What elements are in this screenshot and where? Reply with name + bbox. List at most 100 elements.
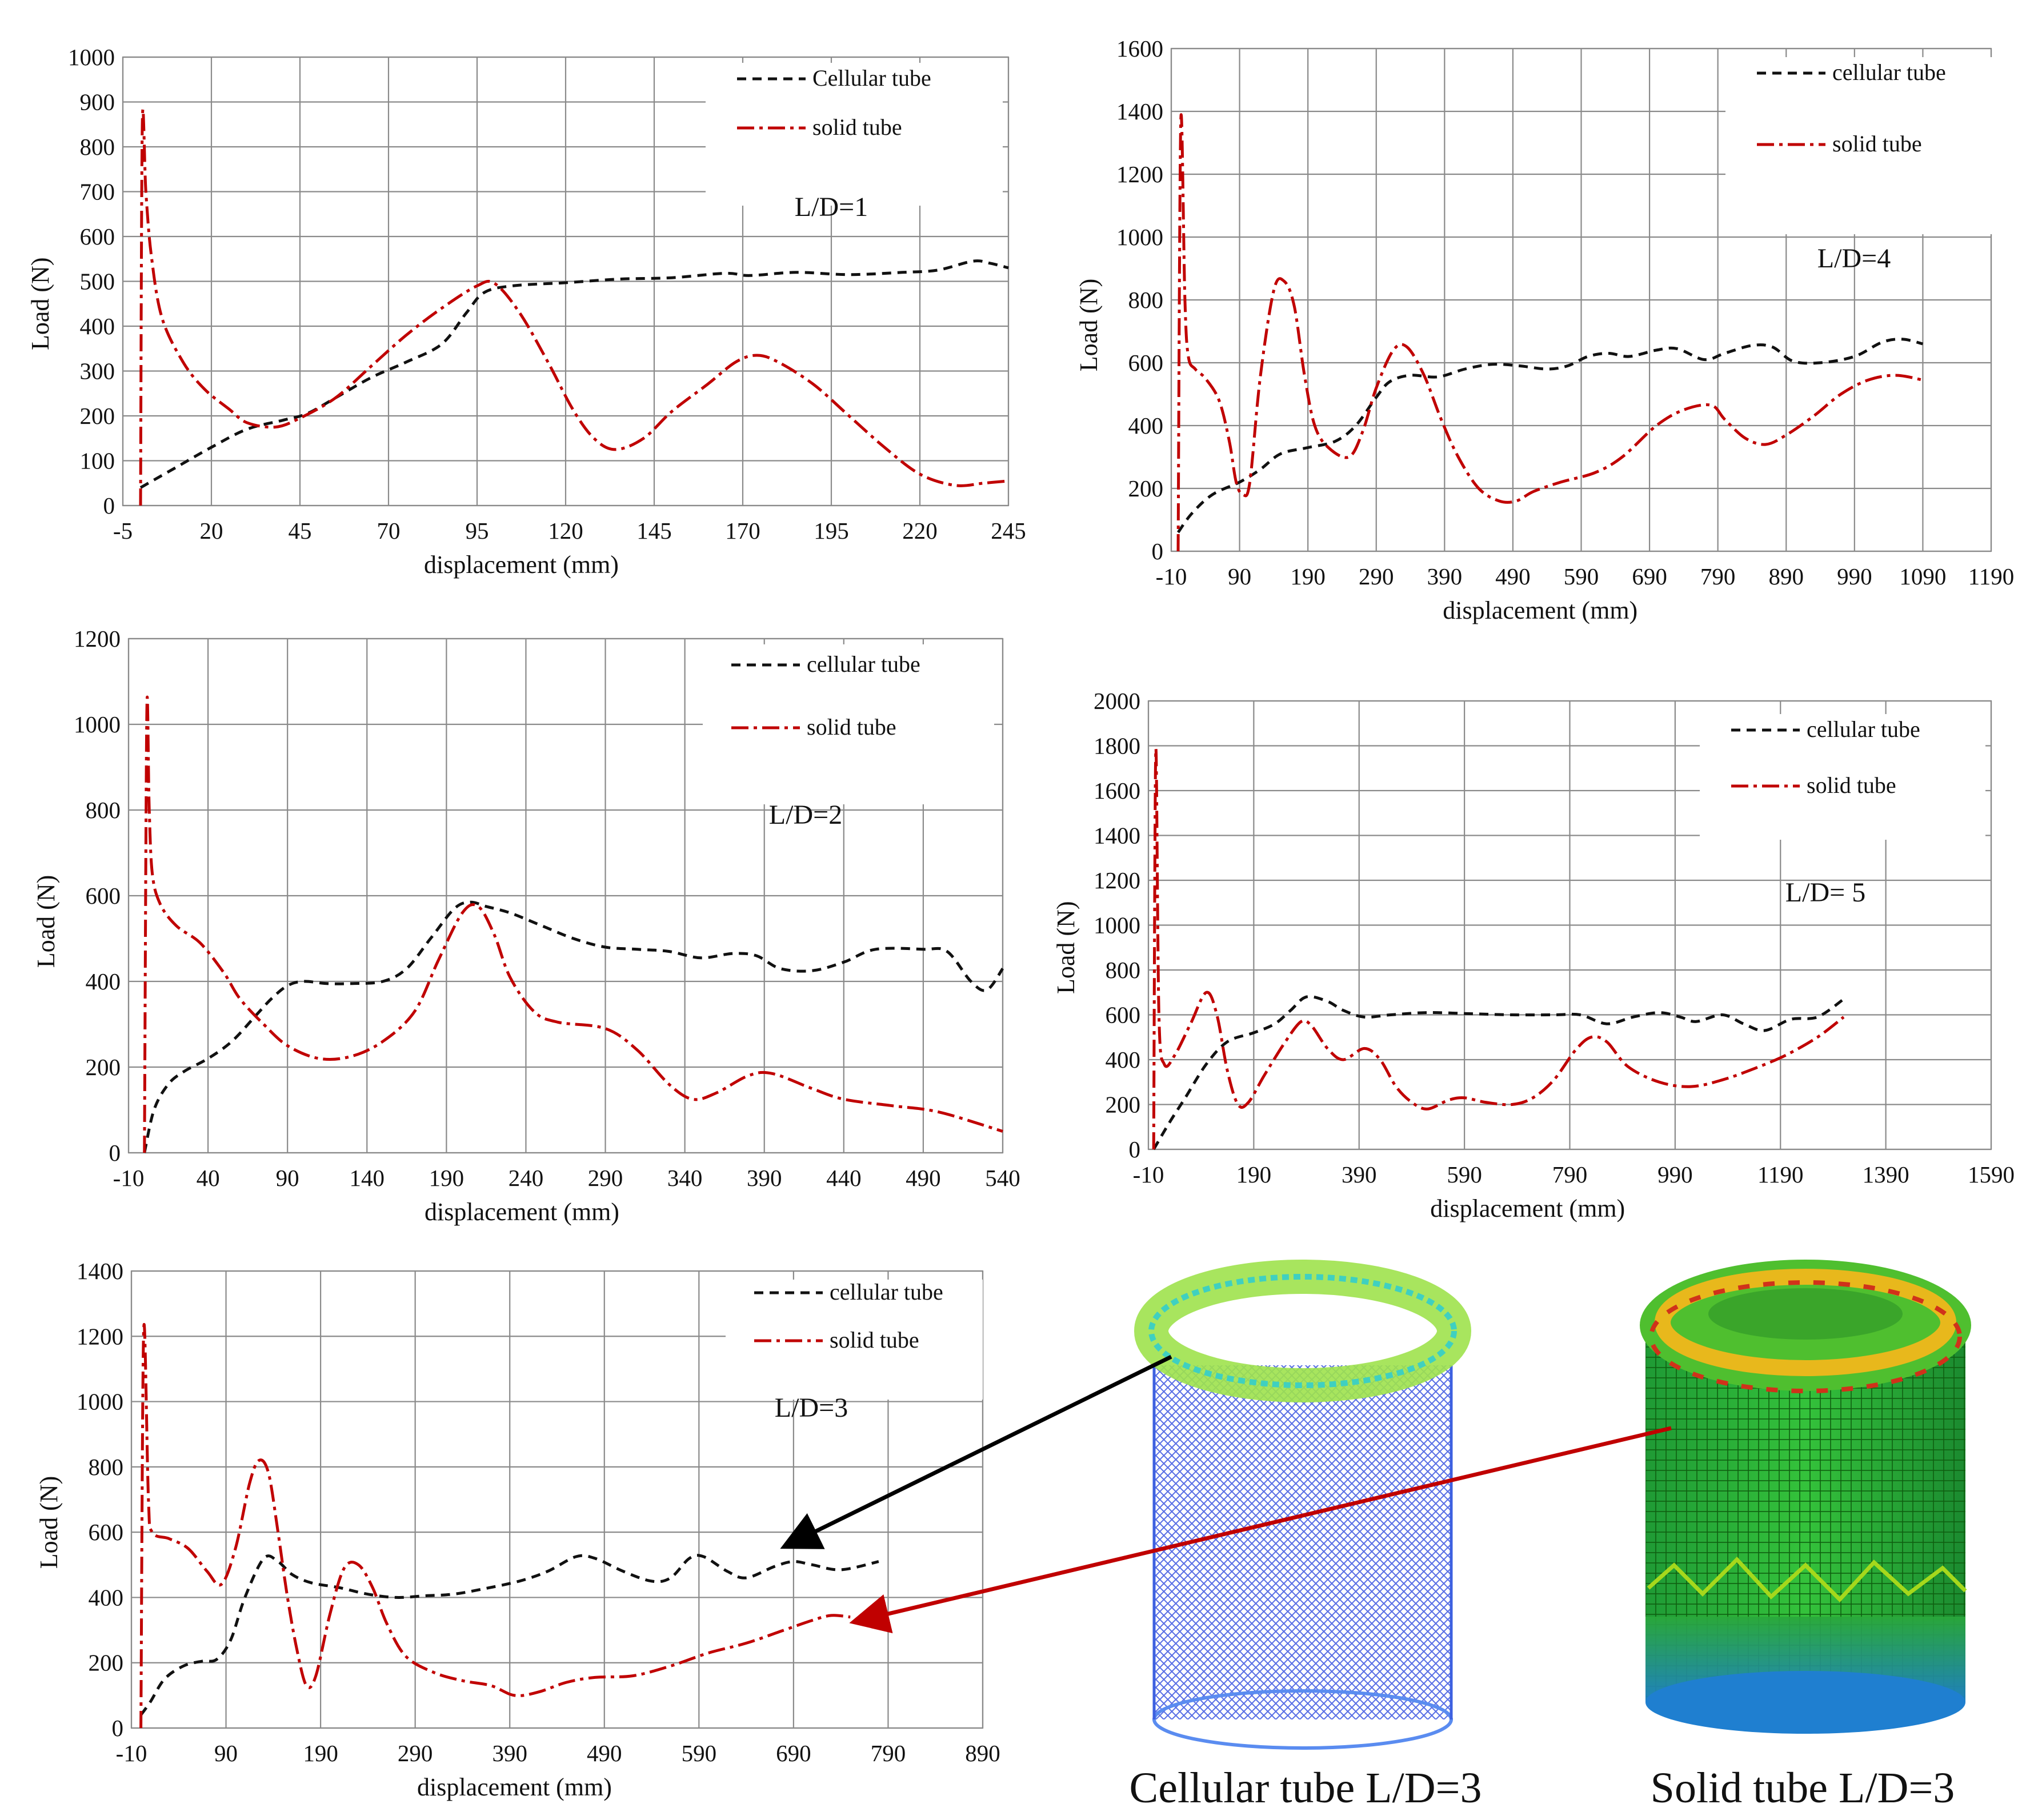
solid-tube-wrinkles — [1647, 1556, 1967, 1603]
y-axis-label: Load (N) — [32, 875, 60, 968]
y-tick-label: 0 — [1152, 538, 1164, 564]
x-tick-label: 390 — [492, 1740, 527, 1766]
series-cellular-tube — [139, 259, 1009, 489]
x-tick-label: 390 — [1427, 563, 1463, 590]
chart-ld1: -5 20 45 70 95 120 145 170 195 220 245 0 100 200 300 40… — [26, 44, 1026, 579]
y-tick-label: 200 — [89, 1650, 124, 1676]
x-tick-label: 145 — [636, 518, 672, 544]
x-tick-label: 490 — [1495, 563, 1531, 590]
x-tick-label: 290 — [398, 1740, 433, 1766]
chart-ld2: -10 40 90 140 190 240 290 340 390 440 490 540 0 200 40… — [32, 626, 1020, 1226]
x-axis-label: displacement (mm) — [417, 1773, 612, 1801]
y-tick-label: 800 — [1128, 287, 1164, 313]
x-tick-label: 95 — [466, 518, 489, 544]
y-axis-label: Load (N) — [1075, 279, 1103, 372]
y-tick-label: 1400 — [1094, 823, 1140, 849]
x-tick-label: 90 — [1228, 563, 1251, 590]
caption-solid-tube: Solid tube L/D=3 — [1651, 1764, 1955, 1812]
series-solid-tube — [143, 695, 1003, 1153]
caption-cellular-tube: Cellular tube L/D=3 — [1130, 1764, 1482, 1812]
x-tick-label: 590 — [1564, 563, 1599, 590]
y-tick-label: 800 — [80, 134, 115, 160]
y-tick-label: 1200 — [77, 1323, 123, 1349]
x-tick-label: 890 — [1769, 563, 1804, 590]
legend-label-solid: solid tube — [1807, 772, 1896, 798]
legend-label-cellular: cellular tube — [830, 1279, 943, 1305]
y-tick-label: 800 — [86, 797, 121, 823]
series-solid-tube — [139, 107, 1009, 506]
y-tick-label: 1000 — [1094, 912, 1140, 939]
x-tick-label: 590 — [1447, 1161, 1482, 1188]
y-tick-label: 800 — [1106, 957, 1141, 983]
x-tick-label: 190 — [1236, 1161, 1272, 1188]
x-tick-label: 490 — [906, 1165, 941, 1191]
solid-tube-model — [1640, 1260, 1971, 1734]
chart-ld4: -10 90 190 290 390 490 590 690 790 890 990 1090 1190… — [1075, 35, 2014, 624]
y-tick-label: 400 — [86, 968, 121, 995]
y-axis-label: Load (N) — [26, 258, 54, 351]
y-tick-label: 100 — [80, 448, 115, 474]
x-tick-label: 90 — [214, 1740, 238, 1766]
y-tick-label: 300 — [80, 358, 115, 384]
x-tick-label: 390 — [747, 1165, 782, 1191]
solid-tube-opening — [1708, 1288, 1903, 1340]
x-tick-label: 990 — [1837, 563, 1872, 590]
x-tick-label: 245 — [991, 518, 1026, 544]
x-tick-label: 890 — [965, 1740, 1000, 1766]
y-tick-label: 1200 — [74, 626, 121, 652]
x-tick-label: 340 — [667, 1165, 703, 1191]
legend-background — [706, 63, 1003, 206]
y-tick-label: 900 — [80, 89, 115, 115]
series-cellular-tube — [1152, 995, 1845, 1150]
x-tick-label: 170 — [725, 518, 760, 544]
plot-frame — [127, 638, 1004, 1154]
gridlines — [130, 1270, 984, 1729]
legend-label-cellular: cellular tube — [1807, 716, 1920, 742]
x-tick-label: 790 — [1552, 1161, 1588, 1188]
plot-frame — [1170, 47, 1992, 552]
y-tick-label: 200 — [1128, 475, 1164, 502]
x-tick-label: 240 — [509, 1165, 544, 1191]
y-tick-label: 1600 — [1116, 35, 1163, 62]
y-tick-label: 400 — [80, 313, 115, 339]
solid-tube-bottom — [1645, 1671, 1965, 1734]
y-tick-label: 1200 — [1116, 161, 1163, 187]
y-axis-label: Load (N) — [1052, 901, 1080, 995]
y-tick-label: 200 — [1106, 1092, 1141, 1118]
x-axis-label: displacement (mm) — [424, 551, 619, 579]
x-tick-label: 190 — [1290, 563, 1326, 590]
x-tick-label: 190 — [303, 1740, 338, 1766]
x-tick-label: 440 — [826, 1165, 862, 1191]
series-cellular-tube — [1176, 338, 1924, 534]
y-tick-label: 200 — [86, 1054, 121, 1080]
series-cellular-tube — [143, 900, 1004, 1153]
x-tick-label: 45 — [289, 518, 312, 544]
x-tick-label: 490 — [587, 1740, 622, 1766]
y-tick-label: 600 — [1128, 350, 1164, 376]
y-tick-label: 600 — [86, 883, 121, 909]
legend-label-cellular: cellular tube — [1832, 59, 1946, 85]
x-axis-label: displacement (mm) — [1430, 1194, 1625, 1222]
y-tick-label: 1400 — [1116, 98, 1163, 125]
legend-label-cellular: Cellular tube — [812, 65, 931, 91]
ld-annotation: L/D=2 — [769, 800, 842, 830]
y-tick-label: 400 — [1106, 1047, 1141, 1073]
cellular-tube-top-ring-inner — [1148, 1274, 1457, 1388]
x-tick-label: -5 — [113, 518, 133, 544]
cellular-tube-body — [1154, 1365, 1451, 1719]
y-tick-label: 2000 — [1094, 688, 1140, 714]
y-tick-label: 800 — [89, 1454, 124, 1480]
y-tick-label: 700 — [80, 179, 115, 205]
y-tick-label: 0 — [109, 1140, 121, 1166]
solid-tube-top-fold-red — [1649, 1280, 1962, 1393]
x-tick-label: 1190 — [1757, 1161, 1803, 1188]
y-tick-label: 1800 — [1094, 733, 1140, 759]
x-tick-label: 990 — [1657, 1161, 1693, 1188]
y-tick-label: 400 — [89, 1584, 124, 1610]
x-tick-label: 790 — [871, 1740, 906, 1766]
y-tick-label: 0 — [1129, 1136, 1141, 1162]
series-solid-tube — [1152, 747, 1845, 1150]
solid-tube-top-fold — [1655, 1269, 1956, 1376]
x-tick-label: 1190 — [1968, 563, 2014, 590]
